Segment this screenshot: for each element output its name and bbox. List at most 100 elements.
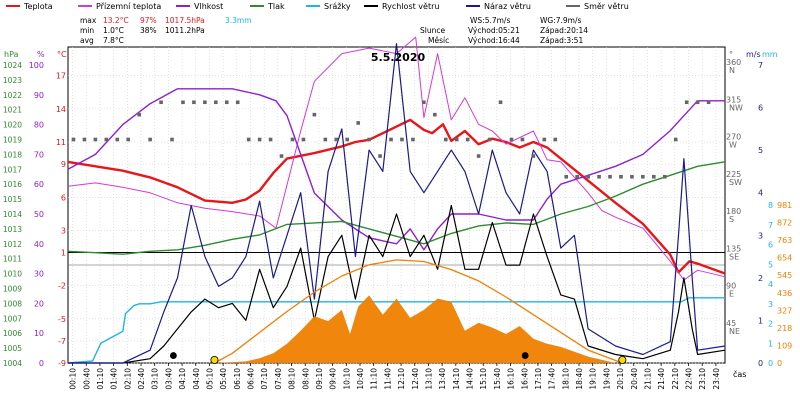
rain-axis-tick: 2 <box>768 320 773 329</box>
x-tick-label: 00:40 <box>82 368 91 390</box>
legend-label: Vlhkost <box>194 2 223 11</box>
x-tick-label: 18:10 <box>561 368 570 390</box>
wind-direction-point <box>411 137 415 142</box>
x-tick-label: 05:10 <box>205 368 214 390</box>
direction-axis-tick: 360 <box>726 58 741 67</box>
hpa-axis-tick: 1013 <box>3 225 22 234</box>
stats-row-label: max <box>80 16 97 25</box>
temp-axis-tick: 1 <box>61 249 66 258</box>
wind-direction-point <box>389 137 393 142</box>
rain-axis-tick: 6 <box>768 241 773 250</box>
wind-direction-point <box>268 137 273 142</box>
wind-direction-point <box>597 174 601 179</box>
pct-axis-tick: 50 <box>34 210 44 219</box>
x-tick-label: 09:10 <box>315 368 324 390</box>
x-tick-label: 21:10 <box>643 368 652 390</box>
solar-axis-tick: 327 <box>777 306 792 315</box>
solar-axis-tick: 545 <box>777 271 792 280</box>
wind-direction-point <box>695 100 700 105</box>
x-tick-label: 11:40 <box>383 368 392 390</box>
x-tick-label: 04:10 <box>178 368 187 390</box>
stats-moon-set: Západ:3:51 <box>540 36 583 45</box>
wind-direction-point <box>422 100 426 105</box>
hpa-axis-tick: 1006 <box>3 329 22 338</box>
stats-humidity: 97% <box>140 16 157 25</box>
pct-axis-tick: 60 <box>34 180 44 189</box>
x-tick-label: 03:10 <box>151 368 160 390</box>
wind-direction-point <box>575 174 579 179</box>
x-tick-label: 23:10 <box>698 368 707 390</box>
solar-axis-tick: 872 <box>777 219 792 228</box>
hpa-axis-tick: 1017 <box>3 165 22 174</box>
wind-direction-point <box>279 154 284 158</box>
hpa-axis-tick: 1018 <box>3 150 22 159</box>
stats-moon-label: Měsíc <box>428 36 449 45</box>
direction-axis-tick: 315 <box>726 95 741 104</box>
direction-axis-tick: 135 <box>726 244 741 253</box>
wind-direction-point <box>498 100 503 105</box>
solar-axis-tick: 436 <box>777 289 792 298</box>
pct-axis-unit: % <box>37 50 45 59</box>
direction-axis-tick: 45 <box>726 319 736 328</box>
pct-axis-tick: 80 <box>34 121 44 130</box>
temp-axis-tick: 11 <box>56 138 66 147</box>
stats-pressure: 1017.5hPa <box>165 16 205 25</box>
rain-axis-tick: 3 <box>768 300 773 309</box>
x-tick-label: 12:40 <box>411 368 420 390</box>
x-tick-label: 22:10 <box>671 368 680 390</box>
solar-axis-tick: 763 <box>777 236 792 245</box>
stats-rain: 3.3mm <box>225 16 252 25</box>
x-tick-label: 15:10 <box>479 368 488 390</box>
hpa-axis-tick: 1011 <box>3 255 22 264</box>
wind-direction-point <box>454 137 459 142</box>
pct-axis-tick: 70 <box>34 150 44 159</box>
x-tick-label: 10:10 <box>342 368 351 390</box>
wind-direction-point <box>192 100 196 105</box>
wind-direction-point <box>301 137 306 142</box>
series-n-raz-v-tru <box>68 43 726 364</box>
pct-axis-tick: 0 <box>39 359 44 368</box>
hpa-axis-tick: 1005 <box>3 344 22 353</box>
stats-wind-speed: WS:5.7m/s <box>470 16 510 25</box>
solar-axis-tick: 654 <box>777 254 792 263</box>
series-sm-r-v-tru <box>71 100 711 179</box>
rain-axis-tick: 0 <box>768 359 773 368</box>
sun-marker <box>618 355 627 364</box>
wind-axis-tick: 6 <box>758 104 763 113</box>
solar-axis-tick: 0 <box>777 359 782 368</box>
series-sr-ky <box>67 297 725 364</box>
temp-axis-tick: -9 <box>58 359 66 368</box>
pct-axis-tick: 30 <box>34 270 44 279</box>
legend-label: Tlak <box>267 2 285 11</box>
hpa-axis-unit: hPa <box>4 50 19 59</box>
x-tick-label: 18:40 <box>575 368 584 390</box>
pct-axis-tick: 90 <box>34 91 44 100</box>
hpa-axis-tick: 1016 <box>3 180 22 189</box>
series-tlak <box>67 161 726 255</box>
wind-axis-tick: 5 <box>758 146 763 155</box>
legend-label: Teplota <box>23 2 53 11</box>
direction-axis-label: NE <box>729 327 740 336</box>
wind-direction-point <box>673 137 678 142</box>
wind-direction-point <box>509 137 514 142</box>
pct-axis-tick: 20 <box>34 299 44 308</box>
direction-axis-label: S <box>729 215 734 224</box>
wind-axis-tick: 3 <box>758 231 763 240</box>
wind-direction-point <box>323 137 328 142</box>
stats-pressure: 1011.2hPa <box>165 26 205 35</box>
wind-direction-point <box>181 100 185 105</box>
moon-marker <box>521 352 529 359</box>
hpa-axis-tick: 1009 <box>3 285 22 294</box>
x-tick-label: 15:40 <box>493 368 502 390</box>
wind-axis-tick: 7 <box>758 61 763 70</box>
stats-sun-set: Západ:20:14 <box>540 26 588 35</box>
direction-axis-label: SE <box>729 252 739 261</box>
wind-direction-point <box>203 100 207 105</box>
deg-axis-unit: ° <box>729 50 733 59</box>
solar-axis-tick: 218 <box>777 324 792 333</box>
wind-direction-point <box>82 137 87 142</box>
x-tick-label: 06:40 <box>247 368 256 390</box>
wind-direction-point <box>553 137 558 142</box>
hpa-axis-tick: 1022 <box>3 91 22 100</box>
wind-direction-point <box>586 174 590 179</box>
